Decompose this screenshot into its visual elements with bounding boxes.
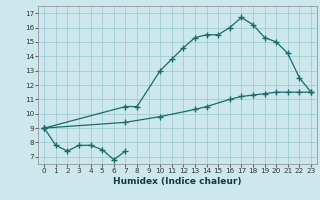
X-axis label: Humidex (Indice chaleur): Humidex (Indice chaleur) [113, 177, 242, 186]
